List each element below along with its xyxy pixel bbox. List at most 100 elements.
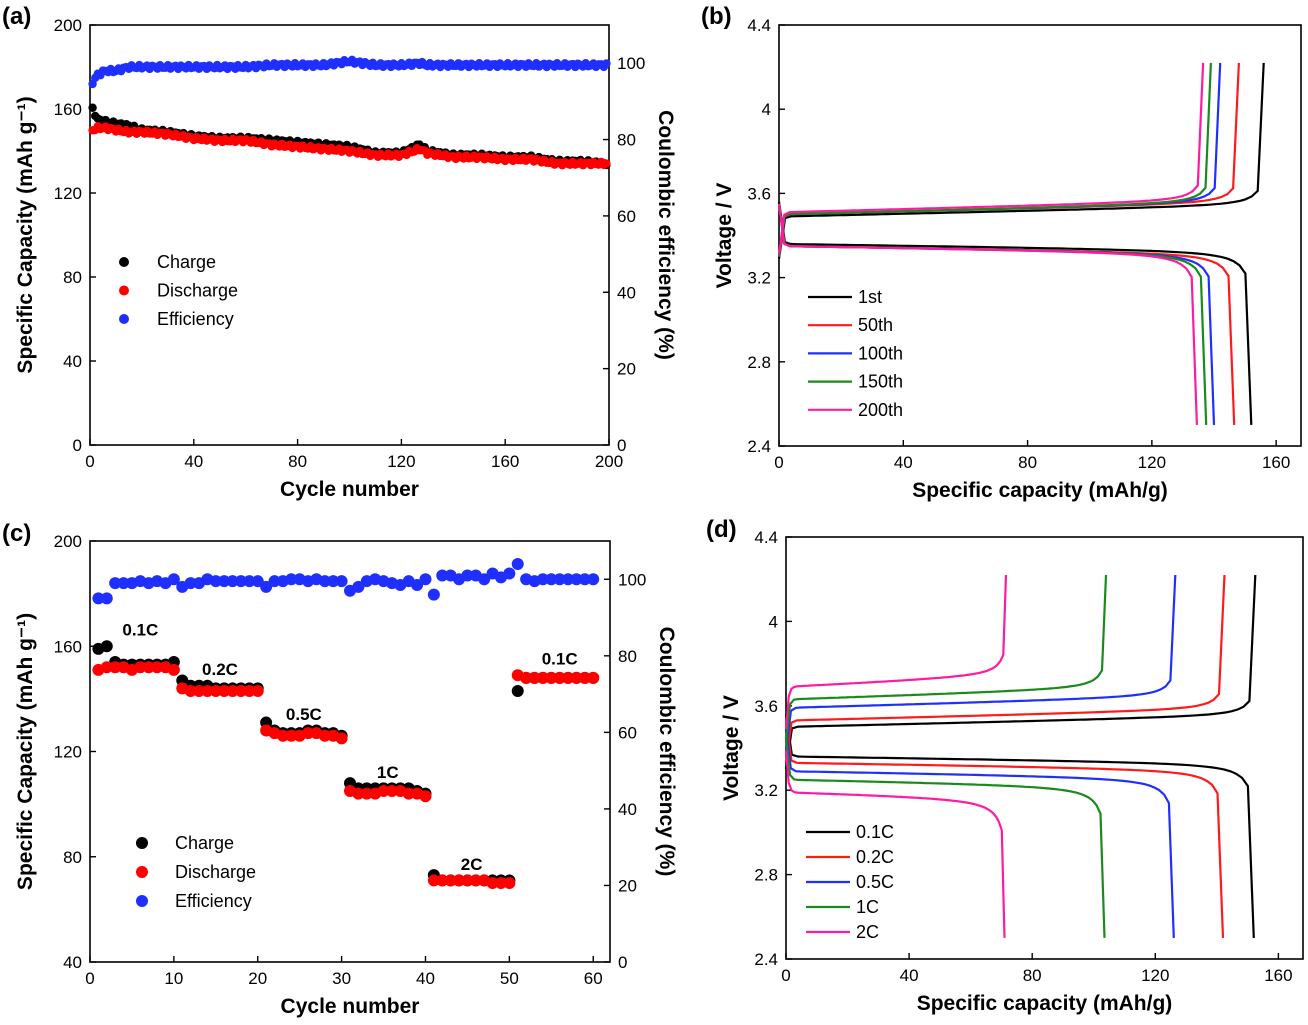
y-tick-label: 40 — [63, 352, 82, 371]
y-axis-title: Voltage / V — [713, 183, 736, 289]
legend: Charge Discharge Efficiency — [119, 252, 238, 329]
y-tick-label: 4 — [762, 100, 771, 119]
data-point — [587, 573, 600, 586]
y-tick-label: 80 — [63, 268, 82, 287]
y2-tick-label: 0 — [617, 436, 626, 455]
plot-frame — [778, 24, 1302, 447]
legend-label: 200th — [858, 400, 903, 420]
legend-label: 0.2C — [856, 847, 894, 867]
plot-frame — [89, 24, 610, 446]
legend-label: 1C — [856, 897, 879, 917]
data-point — [578, 671, 591, 684]
x-axis-title: Specific capacity (mAh/g) — [917, 992, 1173, 1015]
y2-tick-label: 100 — [617, 54, 645, 73]
data-point — [117, 577, 130, 590]
data-point — [234, 684, 247, 697]
data-point — [469, 874, 482, 887]
data-point — [553, 671, 566, 684]
panel-d: (d) 0 40 80 120 160 2.4 2.8 3.2 3.6 4 4.4 Specific c… — [706, 516, 1304, 1015]
data-point — [276, 729, 289, 742]
panel-label: (b) — [701, 3, 732, 30]
rate-label: 1C — [377, 763, 399, 782]
data-point — [602, 59, 611, 68]
x-tick-label: 40 — [894, 453, 913, 472]
charge-curve-50th — [777, 62, 1240, 257]
data-point — [142, 661, 155, 674]
y-tick-label: 200 — [54, 16, 82, 35]
rate-label: 0.5C — [286, 705, 322, 724]
data-point — [587, 671, 600, 684]
data-point — [209, 684, 222, 697]
data-point — [377, 784, 390, 797]
series-discharge — [88, 122, 611, 170]
data-point — [285, 573, 298, 586]
y2-axis-title: Coulombic efficiency (%) — [655, 627, 678, 877]
data-point — [243, 575, 256, 588]
data-point — [285, 729, 298, 742]
x-tick-label: 30 — [332, 969, 351, 988]
y-tick-label: 3.6 — [754, 697, 778, 716]
y-tick-label: 120 — [54, 184, 82, 203]
y2-tick-label: 40 — [617, 283, 636, 302]
data-point — [436, 569, 449, 582]
y-axis-title: Specific Capacity (mAh g⁻¹) — [14, 96, 37, 373]
x-tick-label: 200 — [595, 452, 623, 471]
data-point — [251, 684, 264, 697]
discharge-curve-100th — [777, 203, 1216, 425]
data-point — [570, 573, 583, 586]
data-point — [335, 732, 348, 745]
legend-label: 0.1C — [856, 822, 894, 842]
charge-curve-0.5C — [784, 574, 1177, 751]
data-point — [352, 787, 365, 800]
discharge-curve-150th — [777, 203, 1208, 425]
data-point — [201, 684, 214, 697]
data-point — [226, 684, 239, 697]
data-point — [427, 588, 440, 601]
x-tick-label: 120 — [387, 452, 415, 471]
x-tick-label: 60 — [584, 969, 603, 988]
data-point — [419, 573, 432, 586]
y2-axis-title: Coulombic efficiency (%) — [654, 110, 677, 360]
panel-label: (a) — [2, 3, 31, 30]
x-tick-label: 160 — [1262, 453, 1290, 472]
data-point — [545, 671, 558, 684]
charge-curve-200th — [777, 62, 1205, 255]
data-point — [411, 579, 424, 592]
y-tick-label: 200 — [54, 532, 82, 551]
data-point — [109, 661, 122, 674]
y-tick-label: 4 — [769, 612, 778, 631]
x-tick-label: 0 — [85, 969, 94, 988]
data-point — [494, 877, 507, 890]
legend-label: Efficiency — [157, 309, 234, 329]
y-tick-label: 3.6 — [747, 184, 771, 203]
data-point — [167, 573, 180, 586]
data-point — [453, 874, 466, 887]
y2-tick-label: 40 — [618, 800, 637, 819]
data-point — [318, 575, 331, 588]
legend-label: 100th — [858, 343, 903, 363]
legend-marker — [119, 285, 129, 296]
y2-tick-label: 60 — [618, 723, 637, 742]
data-point — [184, 684, 197, 697]
data-point — [360, 787, 373, 800]
data-point — [134, 661, 147, 674]
x-tick-label: 80 — [1018, 453, 1037, 472]
data-point — [536, 671, 549, 684]
data-point — [234, 575, 247, 588]
discharge-curve-0.1C — [784, 714, 1255, 938]
y-tick-label: 3.2 — [747, 269, 771, 288]
legend-marker — [136, 866, 148, 878]
rate-label: 0.1C — [542, 650, 578, 669]
data-point — [402, 787, 415, 800]
legend-marker — [136, 895, 148, 907]
y-tick-label: 2.4 — [754, 950, 778, 969]
data-point — [545, 573, 558, 586]
data-point — [184, 577, 197, 590]
discharge-curve-50th — [777, 203, 1236, 425]
data-point — [100, 592, 113, 605]
data-point — [100, 661, 113, 674]
data-point — [436, 874, 449, 887]
y2-tick-label: 80 — [617, 131, 636, 150]
legend-label: 0.5C — [856, 872, 894, 892]
data-point — [419, 790, 432, 803]
